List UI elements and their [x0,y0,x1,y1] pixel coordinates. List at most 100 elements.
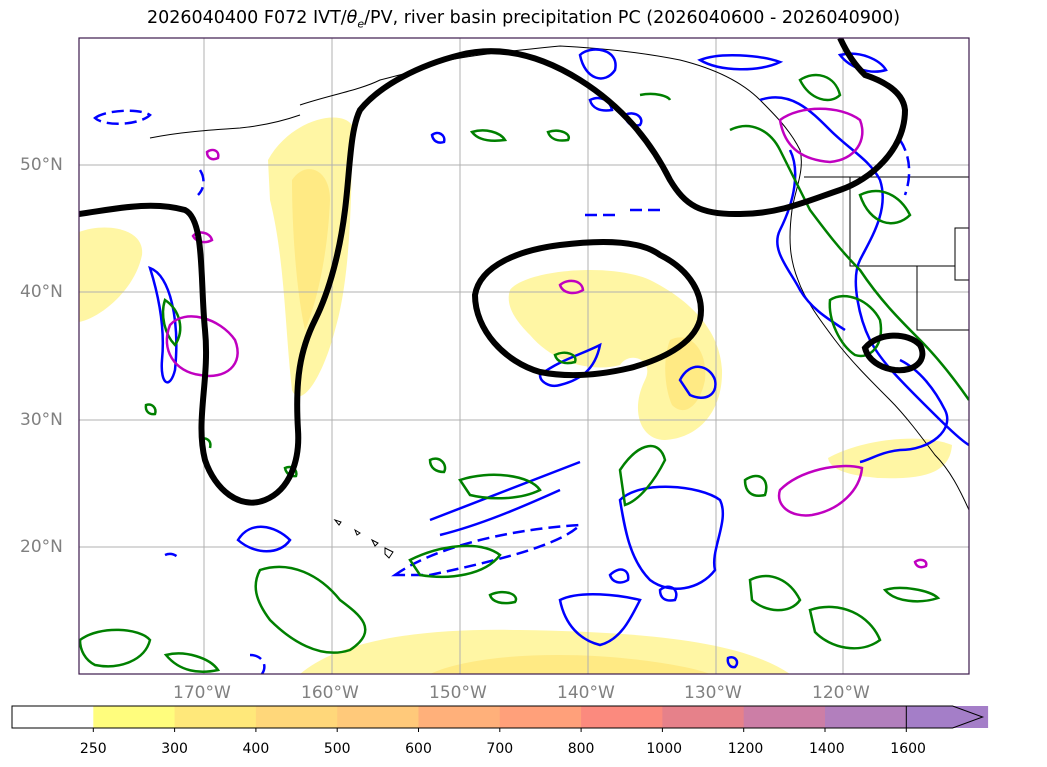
alaska-coast [149,45,761,139]
precip-contour [428,457,447,474]
theta-e-contour [678,365,717,399]
pc-contour [205,148,220,161]
theta-e-contour [430,131,446,144]
colorbar-tick-label: 400 [242,741,270,757]
precip-contour [144,403,157,416]
lat-label-30n: 30°N [20,410,63,430]
theta-e-contour [538,342,602,387]
theta-e-contour [558,592,642,647]
pv-contours [79,38,926,506]
theta-e-contour [429,460,581,537]
theta-e-dashed-contour [898,139,911,196]
lat-label-40n: 40°N [20,282,63,302]
theta-e-contours [148,48,969,669]
precip-contour [639,92,672,101]
ivt-core-south [430,654,710,674]
colorbar-segment [174,706,257,728]
precip-contours [79,73,969,673]
state-borders [849,177,969,331]
colorbar-tick-label: 300 [161,741,188,757]
pc-contour [913,558,928,569]
pv-contour-coastal [861,332,926,374]
theta-e-dashed-contour [585,208,660,217]
precip-contour [79,628,152,668]
colorbar-tick-label: 600 [405,741,432,757]
precip-contour [408,544,502,579]
pc-contours [165,107,928,569]
lon-label-150w: 150°W [429,683,487,703]
ivt-subtropics-south [300,629,790,674]
colorbar-segment [93,706,176,728]
map-title: 2026040400 F072 IVT/θe/PV, river basin p… [146,8,901,31]
colorbar-extend-arrow [905,705,985,729]
pv-contour-main [79,38,909,506]
colorbar-tick-label: 1600 [890,741,926,757]
theta-e-contour [608,568,678,602]
colorbar-tick-label: 1200 [727,741,764,757]
lon-label-140w: 140°W [557,683,615,703]
ivt-coast-band [828,438,952,479]
ivt-cyclone-ring [508,269,723,440]
pc-contour [777,464,864,517]
pc-contour [778,107,864,164]
lat-label-20n: 20°N [20,537,63,557]
north-america-west-coast [759,99,969,511]
colorbar-tick-label: 500 [323,741,351,757]
colorbar-segment [337,706,419,728]
theta-e-contour [578,48,888,80]
precip-contour [882,586,941,603]
theta-e-contour [618,485,725,590]
colorbar-segment [662,706,745,728]
precip-contour [161,298,182,347]
ivt-shading [79,117,952,674]
precip-contour [743,474,768,497]
colorbar-segment [581,706,663,728]
precip-contour [163,652,221,673]
precip-contour [254,565,367,654]
theta-e-dashed-contour [164,552,182,561]
theta-e-dashed-contour [249,653,266,674]
colorbar-segment [499,706,582,728]
colorbar-tick-label: 1000 [646,741,683,757]
lat-label-50n: 50°N [20,155,63,175]
theta-e-contour [759,96,969,447]
map-layers [79,38,969,674]
hawaiian-islands [333,518,394,559]
graticule [79,38,969,674]
precip-contour [488,590,518,605]
colorbar-tick-label: 700 [486,741,514,757]
colorbar-segment [825,706,907,728]
precip-contour [469,129,508,142]
map-frame [78,37,970,675]
colorbar [11,705,989,732]
theta-e-dashed-contour [391,523,584,577]
colorbar-tick-label: 800 [567,741,595,757]
ivt-core-central [292,169,330,330]
theta-e-dashed-contour [93,109,152,125]
precip-contour [618,444,667,507]
precip-contour [546,129,570,142]
theta-e-contour [148,265,178,384]
theta-e-dashed-contour [197,169,205,196]
pc-contour [558,279,585,295]
colorbar-segment [12,706,94,728]
colorbar-tick-label: 1400 [809,741,845,757]
pc-contour [165,315,239,378]
lon-label-130w: 130°W [684,683,742,703]
colorbar-tick-label: 250 [79,741,107,757]
colorbar-frame [11,705,907,729]
precip-contour [458,473,542,500]
precip-contour [748,574,802,612]
colorbar-segment [255,706,338,728]
ivt-plume-west [79,227,143,322]
precip-contour [553,351,577,365]
lon-label-170w: 170°W [173,683,231,703]
lon-label-160w: 160°W [301,683,359,703]
precip-contour [729,124,969,401]
theta-e-contour [726,656,739,669]
theta-e-contour [236,525,292,553]
precip-contour [828,294,883,358]
theta-e-dashed-contours [93,109,911,674]
theta-e-contour [859,358,949,464]
